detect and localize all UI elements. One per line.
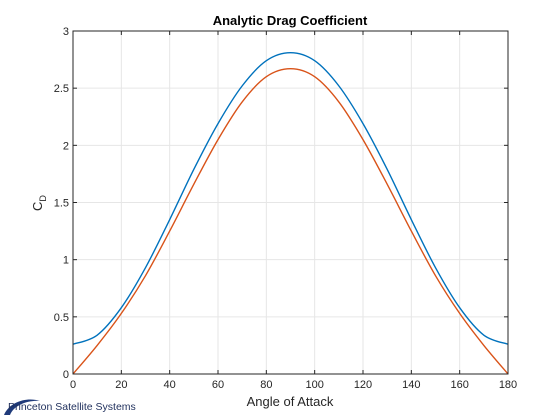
y-tick-label: 2	[63, 140, 69, 152]
y-tick-label: 3	[63, 26, 69, 38]
y-tick-label: 0.5	[54, 312, 69, 324]
chart-title: Analytic Drag Coefficient	[213, 13, 368, 28]
x-tick-label: 180	[499, 379, 517, 391]
series-line-1	[72, 52, 509, 345]
x-tick-label: 100	[305, 379, 323, 391]
series-layer	[72, 52, 509, 375]
x-tick-label: 0	[70, 379, 76, 391]
x-tick-label: 20	[115, 379, 127, 391]
x-tick-label: 140	[402, 379, 420, 391]
y-axis-label-subscript: D	[38, 195, 48, 202]
x-tick-label: 120	[354, 379, 372, 391]
x-tick-label: 80	[260, 379, 272, 391]
x-tick-labels: 0 20 40 60 80 100 120 140 160 180	[70, 379, 517, 391]
ticks	[72, 30, 509, 375]
y-tick-label: 0	[63, 369, 69, 381]
y-axis-label-main: C	[30, 202, 45, 211]
x-tick-label: 40	[164, 379, 176, 391]
footer-text: Princeton Satellite Systems	[8, 401, 136, 413]
y-tick-label: 1.5	[54, 198, 69, 210]
swoosh-logo-icon	[4, 399, 40, 415]
grid	[72, 30, 509, 375]
y-axis-label: CD	[30, 195, 48, 211]
footer-logo: Princeton Satellite Systems	[2, 395, 202, 419]
series-line-2	[72, 68, 509, 375]
x-tick-label: 60	[212, 379, 224, 391]
y-tick-label: 2.5	[54, 83, 69, 95]
y-tick-label: 1	[63, 255, 69, 267]
x-tick-label: 160	[450, 379, 468, 391]
x-axis-label: Angle of Attack	[247, 394, 334, 409]
y-tick-labels: 0 0.5 1 1.5 2 2.5 3	[54, 26, 69, 381]
